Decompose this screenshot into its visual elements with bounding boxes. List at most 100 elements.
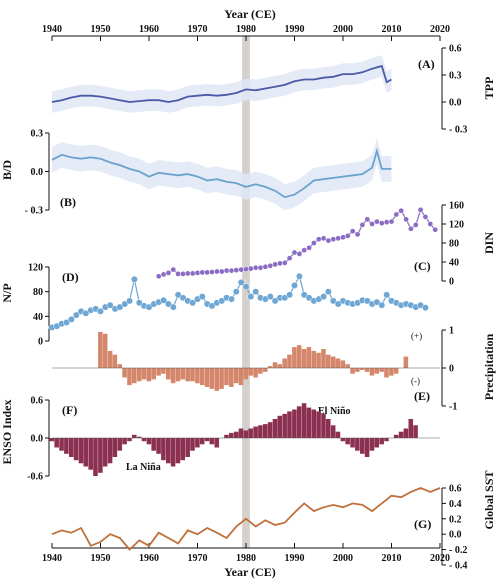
panel-e-bar <box>229 368 234 387</box>
panel-c-data-point <box>272 261 278 268</box>
panel-c-data-point <box>422 214 429 220</box>
panel-e-bar <box>311 350 317 368</box>
panel-d-data-point <box>329 297 337 305</box>
panel-e-bar <box>170 368 176 384</box>
panel-e-bar <box>127 368 132 386</box>
bottom-year-tick-label: 2000 <box>333 553 353 564</box>
panel-e-bar <box>301 349 307 368</box>
panel-e-bar <box>219 368 224 389</box>
panel-b-series-line <box>51 147 392 199</box>
panel-d-y-tick-label: 40 <box>33 312 43 323</box>
panel-c-data-point <box>204 269 211 276</box>
panel-d-data-point <box>305 294 313 302</box>
panel-d-data-point <box>324 288 332 296</box>
panel-c-data-point <box>315 236 322 243</box>
panel-f-bar <box>185 438 190 457</box>
panel-f-bar <box>282 413 287 438</box>
panel-d-data-point <box>189 299 197 307</box>
panel-e-bar <box>136 368 142 382</box>
panel-g-ylabel: Global SST <box>482 470 496 529</box>
panel-d-data-point <box>106 301 114 309</box>
panel-f-bar <box>398 431 404 438</box>
panel-c-data-point <box>412 222 419 228</box>
panel-c-data-point <box>427 221 434 227</box>
panel-e-bar <box>166 368 171 380</box>
panel-c-y-tick-label: 0 <box>449 277 454 288</box>
panel-e-bar <box>117 364 123 368</box>
panel-e-bar <box>330 356 336 368</box>
precip-negative-label: (-) <box>411 376 420 386</box>
panel-e-bar <box>151 368 156 380</box>
panel-d-data-point <box>242 283 250 291</box>
panel-e-bar <box>282 358 287 368</box>
panel-f-bar <box>156 438 161 454</box>
panel-c-data-point <box>432 226 439 233</box>
panel-c-data-point <box>189 270 196 277</box>
panel-f-bar <box>263 424 268 438</box>
panel-f-bar <box>360 438 365 454</box>
panel-f-ylabel: ENSO Index <box>0 399 14 464</box>
panel-e-bar <box>175 368 181 382</box>
top-axis-title: Year (CE) <box>224 7 275 21</box>
panel-d-data-point <box>295 272 303 280</box>
panel-c-data-point <box>180 271 186 277</box>
panel-c-data-point <box>325 237 332 244</box>
panel-e-bar <box>224 368 229 386</box>
panel-c-data-point <box>209 269 215 275</box>
panel-b-y-tick-label: 0.3 <box>31 129 44 140</box>
panel-f-bar <box>379 438 384 445</box>
panel-d-data-point <box>130 275 138 283</box>
panel-e-bar <box>403 356 409 368</box>
panel-f-bar <box>69 438 74 457</box>
panel-c-data-point <box>349 228 356 234</box>
panel-e-bar <box>209 368 215 389</box>
precip-positive-label: (+) <box>411 331 422 341</box>
panel-f-bar <box>112 438 118 457</box>
panel-f-bar <box>161 438 166 461</box>
panel-f-bar <box>141 438 147 442</box>
panel-e-bar <box>364 368 370 372</box>
panel-c-data-point <box>238 266 245 273</box>
panel-d-data-point <box>383 291 391 299</box>
panel-c-data-point <box>398 207 405 214</box>
panel-e-bar <box>360 368 365 370</box>
panel-f-bar <box>233 431 239 438</box>
panel-f-bar <box>393 434 399 438</box>
panel-c-y-tick-label: 40 <box>449 258 459 269</box>
panel-f-bar <box>224 434 229 438</box>
panel-c-data-point <box>306 244 312 251</box>
panel-f-bar <box>292 409 297 438</box>
panel-f-bar <box>102 438 108 467</box>
panel-e-bar <box>238 368 244 386</box>
panel-f-bar <box>311 409 317 438</box>
panel-c-data-point <box>257 264 264 271</box>
panel-e-bar <box>132 368 137 384</box>
panel-d-data-point <box>373 298 381 306</box>
panel-f-bar <box>136 436 142 438</box>
panel-e-bar <box>267 366 273 368</box>
panel-e-bar <box>326 354 331 368</box>
panel-f-bar <box>204 438 210 442</box>
panel-e-bar <box>379 368 384 372</box>
panel-f-bar <box>59 438 64 451</box>
top-year-tick-label: 1990 <box>285 24 305 35</box>
panel-c-data-point <box>165 270 172 276</box>
panel-c-data-point <box>277 260 283 267</box>
panel-c-data-point <box>378 220 385 226</box>
top-year-tick-label: 1980 <box>236 24 256 35</box>
panel-c-data-point <box>218 268 225 275</box>
panel-e-bar <box>233 368 239 384</box>
panel-f-bar <box>83 438 89 467</box>
panel-c-data-point <box>354 231 361 238</box>
panel-d-data-point <box>271 297 279 305</box>
panel-e-bar <box>253 368 258 378</box>
panel-f-y-tick-label: 0.0 <box>31 434 44 445</box>
panel-c-data-point <box>359 222 366 228</box>
panel-e-bar <box>102 333 108 368</box>
panel-c-data-point <box>243 266 249 272</box>
panel-d-data-point <box>247 293 255 301</box>
panel-f-bar <box>229 432 234 438</box>
panel-f-bar <box>287 411 292 438</box>
panel-a-series-line <box>51 64 392 103</box>
panel-e-bar <box>272 362 278 368</box>
